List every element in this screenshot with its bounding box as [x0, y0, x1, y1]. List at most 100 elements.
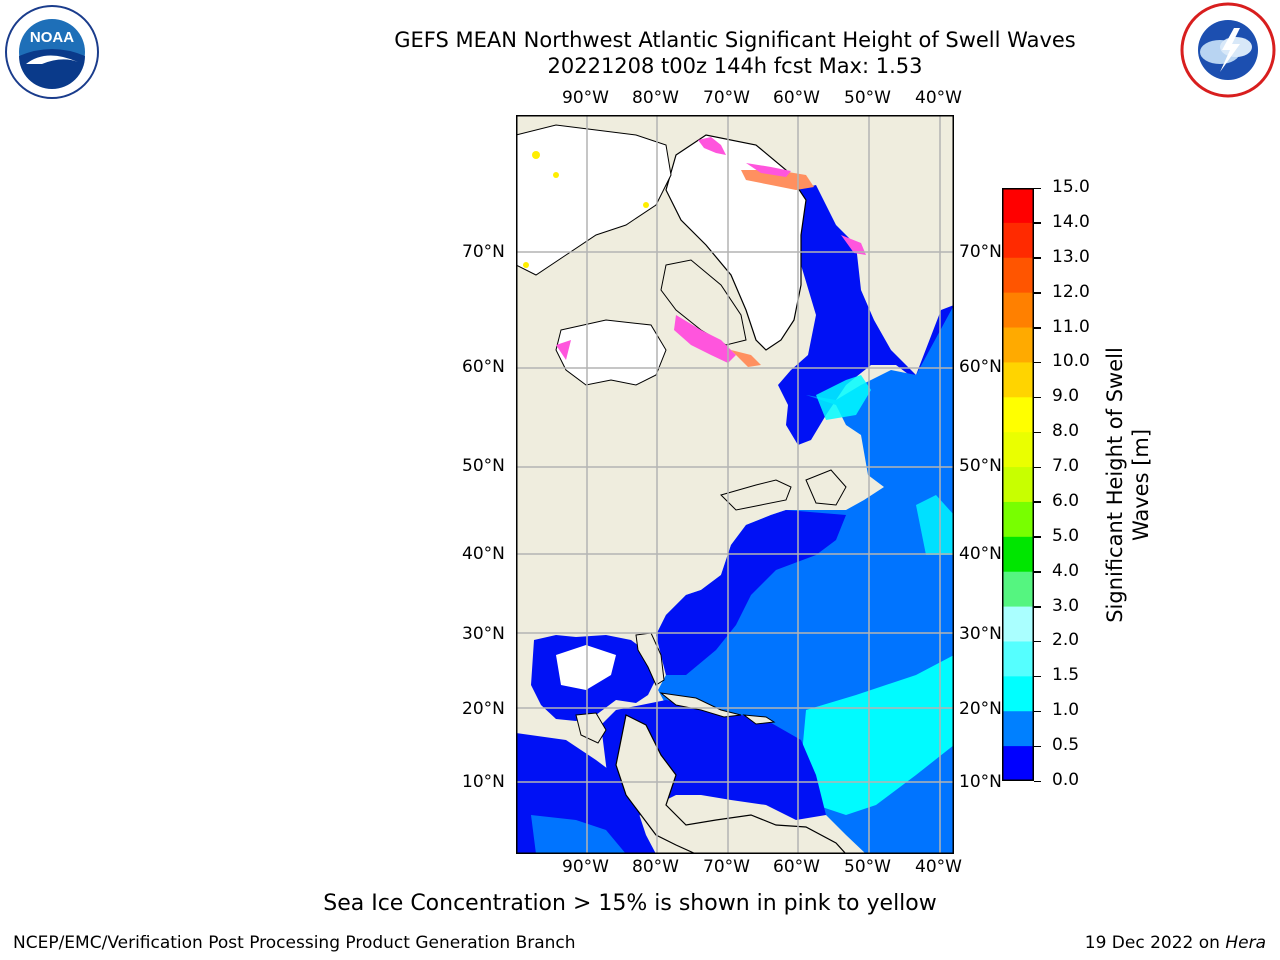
colorbar-tick-mark — [1034, 710, 1041, 713]
colorbar-tick-mark — [1034, 431, 1041, 434]
labrador-sea — [778, 185, 954, 445]
colorbar-tick-mark — [1034, 571, 1041, 573]
swell-high-region-south — [801, 655, 954, 815]
lon-label-top: 50°W — [844, 88, 891, 108]
sea-ice-edge-baffin — [841, 235, 866, 255]
colorbar-tick-label: 1.0 — [1052, 700, 1080, 721]
colorbar-segment — [1002, 432, 1034, 468]
colorbar-segment — [1002, 606, 1034, 642]
colorbar-tick-mark — [1034, 780, 1041, 782]
central-south-america — [615, 714, 847, 854]
lat-label-left: 50°N — [462, 456, 505, 476]
gulf-missing-data — [556, 645, 616, 690]
lon-label-top: 80°W — [632, 88, 679, 108]
chart-title: GEFS MEAN Northwest Atlantic Significant… — [394, 28, 1076, 52]
colorbar-tick-mark — [1034, 222, 1041, 224]
hispaniola — [742, 714, 776, 725]
baffin-island — [660, 259, 747, 346]
colorbar-tick-label: 2.0 — [1052, 630, 1080, 651]
colorbar-segment — [1002, 711, 1034, 747]
colorbar-segment — [1002, 292, 1034, 329]
lon-label-bottom: 60°W — [773, 857, 820, 877]
colorbar-tick-mark — [1034, 396, 1041, 399]
sea-ice-note: Sea Ice Concentration > 15% is shown in … — [323, 891, 937, 916]
colorbar-tick-label: 0.0 — [1052, 770, 1080, 790]
lon-label-bottom: 50°W — [844, 857, 891, 877]
colorbar-tick-label: 10.0 — [1052, 351, 1090, 372]
colorbar-tick-label: 7.0 — [1052, 456, 1080, 477]
nws-logo-icon — [1180, 2, 1276, 98]
lon-label-top: 60°W — [773, 88, 820, 108]
colorbar-segment — [1002, 746, 1034, 781]
colorbar-segment — [1002, 257, 1034, 294]
colorbar-segment — [1002, 571, 1034, 608]
colorbar-tick-label: 0.5 — [1052, 735, 1080, 756]
colorbar-tick-label: 9.0 — [1052, 386, 1080, 407]
colorbar-tick-label: 5.0 — [1052, 525, 1080, 546]
sea-ice-edge-greenland-north — [741, 170, 814, 190]
lat-label-right: 50°N — [959, 456, 1002, 476]
map-frame — [516, 115, 954, 854]
lon-label-bottom: 40°W — [915, 857, 962, 877]
colorbar-segment — [1002, 188, 1034, 224]
colorbar-tick-mark — [1034, 466, 1041, 469]
colorbar-tick-mark — [1034, 187, 1041, 189]
colorbar-tick-label: 1.5 — [1052, 665, 1080, 686]
lon-label-top: 90°W — [562, 88, 609, 108]
colorbar-tick-label: 12.0 — [1052, 281, 1090, 302]
colorbar-tick-label: 3.0 — [1052, 595, 1080, 616]
canadian-arctic-archipelago — [516, 124, 672, 276]
sea-ice-yellow — [553, 172, 559, 178]
lon-label-top: 70°W — [703, 88, 750, 108]
map-graticule — [516, 115, 954, 854]
sea-ice-yellow — [532, 151, 540, 159]
maritimes — [720, 479, 792, 511]
colorbar-tick-mark — [1034, 675, 1041, 678]
colorbar-tick-mark — [1034, 327, 1041, 329]
colorbar-tick-mark — [1034, 292, 1041, 294]
colorbar-tick-label: 14.0 — [1052, 211, 1090, 232]
colorbar-tick-label: 11.0 — [1052, 316, 1090, 337]
yucatan — [575, 712, 607, 744]
colorbar-segment — [1002, 327, 1034, 363]
colorbar-segment — [1002, 222, 1034, 259]
colorbar-tick-label: 13.0 — [1052, 246, 1090, 267]
swell-high-region-east — [916, 495, 954, 555]
lat-label-right: 30°N — [959, 624, 1002, 644]
lat-label-left: 60°N — [462, 357, 505, 377]
colorbar-tick-mark — [1034, 606, 1041, 608]
colorbar-segment — [1002, 536, 1034, 573]
colorbar-segment — [1002, 501, 1034, 538]
lat-label-right: 70°N — [959, 242, 1002, 262]
colorbar-segment — [1002, 397, 1034, 433]
colorbar-tick-label: 15.0 — [1052, 177, 1090, 197]
sea-ice-yellow — [523, 262, 529, 268]
colorbar-segment — [1002, 641, 1034, 677]
lat-label-right: 60°N — [959, 357, 1002, 377]
colorbar-tick-label: 6.0 — [1052, 490, 1080, 511]
footer-date: 19 Dec 2022 on Hera — [1084, 933, 1266, 953]
colorbar-tick-mark — [1034, 536, 1041, 538]
lat-label-left: 40°N — [462, 544, 505, 564]
lat-label-left: 20°N — [462, 699, 505, 719]
eastern-pacific-mid — [531, 815, 626, 854]
swell-high-region-north — [816, 375, 871, 420]
colorbar-tick-mark — [1034, 640, 1041, 643]
sea-ice-edge — [698, 137, 726, 155]
colorbar-segment — [1002, 362, 1034, 398]
colorbar-segment — [1002, 467, 1034, 503]
sea-ice-edge-labrador — [674, 315, 736, 363]
colorbar-tick-mark — [1034, 501, 1041, 503]
footer-credit: NCEP/EMC/Verification Post Processing Pr… — [13, 933, 576, 953]
newfoundland — [805, 469, 847, 506]
lon-label-bottom: 90°W — [562, 857, 609, 877]
greenland — [665, 134, 807, 351]
colorbar-tick-label: 8.0 — [1052, 421, 1080, 442]
noaa-logo-icon: NOAA — [5, 5, 99, 99]
chart-subtitle: 20221208 t00z 144h fcst Max: 1.53 — [547, 54, 923, 78]
lat-label-left: 10°N — [462, 772, 505, 792]
cuba — [659, 692, 742, 718]
sea-ice-edge-labrador-orange — [731, 350, 761, 367]
colorbar-tick-label: 4.0 — [1052, 560, 1080, 581]
lat-label-right: 10°N — [959, 772, 1002, 792]
